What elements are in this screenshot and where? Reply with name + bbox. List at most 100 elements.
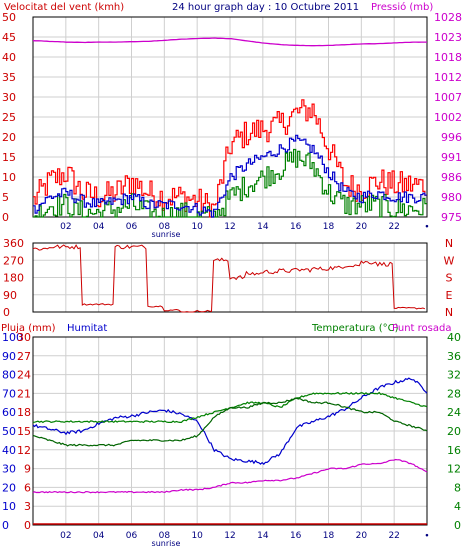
humidity-y-tick: 70 xyxy=(2,387,16,400)
humidity-y-tick: 30 xyxy=(2,463,16,476)
wind-y-tick: 50 xyxy=(2,11,16,24)
x-tick-label: 04 xyxy=(93,222,105,232)
wind-y-tick: 45 xyxy=(2,31,16,44)
compass-label: N xyxy=(445,306,453,319)
x-tick-label: 10 xyxy=(191,222,203,232)
temperature-y-tick: 16 xyxy=(447,444,461,457)
rain-y-tick: 21 xyxy=(17,387,31,400)
x-tick-label: 08 xyxy=(159,222,171,232)
x-tick-label: 06 xyxy=(126,531,138,541)
pressure-y-tick: 1007 xyxy=(434,91,462,104)
x-tick-label: 18 xyxy=(323,531,335,541)
x-tick-label: 14 xyxy=(257,531,269,541)
wind-y-tick: 40 xyxy=(2,51,16,64)
x-tick-end: ∙ xyxy=(424,531,430,541)
humidity-y-tick: 40 xyxy=(2,444,16,457)
rain-y-tick: 12 xyxy=(17,444,31,457)
rain-y-tick: 3 xyxy=(24,500,31,513)
rain-y-tick: 30 xyxy=(17,331,31,344)
humidity-y-tick: 20 xyxy=(2,481,16,494)
x-tick-label: 22 xyxy=(388,222,399,232)
humidity-label: Humitat xyxy=(67,323,107,334)
rain-y-tick: 15 xyxy=(17,425,31,438)
rain-y-tick: 18 xyxy=(17,406,31,419)
wind-direction-line xyxy=(32,244,426,313)
direction-y-tick: 270 xyxy=(3,254,24,267)
wind-avg-line xyxy=(33,134,427,218)
pressure-y-tick: 1018 xyxy=(434,51,462,64)
pressure-y-tick: 1023 xyxy=(434,31,462,44)
compass-label: W xyxy=(444,254,455,267)
pressure-line xyxy=(32,37,427,47)
p3-frame xyxy=(32,336,428,526)
rain-y-tick: 24 xyxy=(17,369,31,382)
wind-pressure-panel: 0510152025303540455097598098699199610021… xyxy=(2,11,462,239)
pressure-y-tick: 1012 xyxy=(434,71,462,84)
direction-y-tick: 0 xyxy=(3,306,10,319)
x-tick-label: 12 xyxy=(224,222,235,232)
humidity-y-tick: 60 xyxy=(2,406,16,419)
humidity-line xyxy=(32,377,428,466)
humidity-y-tick: 0 xyxy=(2,519,9,532)
wind-y-tick: 15 xyxy=(2,151,16,164)
x-tick-label: 12 xyxy=(224,531,235,541)
temperature-y-tick: 20 xyxy=(447,425,461,438)
wind-y-tick: 10 xyxy=(2,171,16,184)
direction-y-tick: 180 xyxy=(3,272,24,285)
x-tick-label: 16 xyxy=(290,222,302,232)
compass-label: E xyxy=(446,289,453,302)
compass-label: N xyxy=(445,237,453,250)
rain-y-tick: 9 xyxy=(24,463,31,476)
rain-y-tick: 0 xyxy=(24,519,31,532)
p2-frame xyxy=(32,242,428,313)
x-tick-label: 22 xyxy=(388,531,399,541)
temperature-label: Temperatura (°C) xyxy=(311,323,399,334)
wind-y-tick: 35 xyxy=(2,71,16,84)
sunrise-label: sunrise xyxy=(152,539,181,548)
rain-label: Pluja (mm) xyxy=(1,323,56,334)
x-tick-label: 16 xyxy=(290,531,302,541)
wind-y-tick: 0 xyxy=(2,211,9,224)
pressure-title: Pressió (mb) xyxy=(371,1,433,13)
humidity-y-tick: 90 xyxy=(2,350,16,363)
pressure-y-tick: 1002 xyxy=(434,111,462,124)
pressure-y-tick: 991 xyxy=(441,151,462,164)
temperature-y-tick: 36 xyxy=(447,350,461,363)
wind-y-tick: 5 xyxy=(2,191,9,204)
humidity-y-tick: 50 xyxy=(2,425,16,438)
wind-y-tick: 25 xyxy=(2,111,16,124)
x-tick-label: 08 xyxy=(159,531,171,541)
pressure-y-tick: 996 xyxy=(441,131,462,144)
humidity-y-tick: 80 xyxy=(2,369,16,382)
pressure-y-tick: 975 xyxy=(441,211,462,224)
x-tick-label: 02 xyxy=(60,531,71,541)
x-tick-label: 20 xyxy=(356,222,368,232)
temperature-y-tick: 4 xyxy=(454,500,461,513)
x-tick-end: ∙ xyxy=(424,222,430,232)
x-tick-label: 20 xyxy=(356,531,368,541)
sunrise-label: sunrise xyxy=(152,230,181,239)
temperature-y-tick: 0 xyxy=(454,519,461,532)
wind-y-tick: 30 xyxy=(2,91,16,104)
temperature-y-tick: 40 xyxy=(447,331,461,344)
graph-title: 24 hour graph day : 10 Octubre 2011 xyxy=(172,2,359,13)
temperature-y-tick: 28 xyxy=(447,387,461,400)
dew-label: Punt rosada xyxy=(392,323,451,334)
temperature-y-tick: 32 xyxy=(447,369,461,382)
temperature-inner-line xyxy=(32,397,428,447)
x-tick-label: 02 xyxy=(60,222,71,232)
humidity-y-tick: 100 xyxy=(2,331,23,344)
x-tick-label: 14 xyxy=(257,222,269,232)
rain-humidity-temp-panel: 0102030405060708090100036912151821242730… xyxy=(2,331,461,548)
pressure-y-tick: 980 xyxy=(441,191,462,204)
rain-y-tick: 27 xyxy=(17,350,31,363)
wind-title: Velocitat del vent (kmh) xyxy=(4,2,124,13)
direction-y-tick: 90 xyxy=(3,289,17,302)
wind-gust-line xyxy=(33,99,427,218)
humidity-y-tick: 10 xyxy=(2,500,16,513)
wind-y-tick: 20 xyxy=(2,131,16,144)
pressure-y-tick: 986 xyxy=(441,171,462,184)
temperature-y-tick: 8 xyxy=(454,481,461,494)
